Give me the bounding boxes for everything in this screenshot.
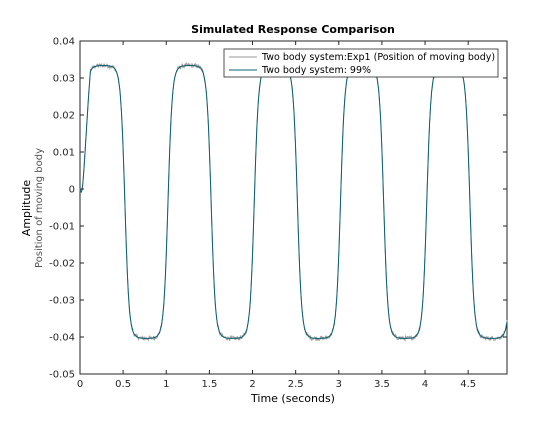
x-tick-label: 0: [77, 379, 83, 390]
y-tick-label: -0.04: [49, 333, 75, 344]
tick-layer: 0 0.5 1 1.5 2 2.5 3 3.5 4 4.50.040.030.020.010-0.…: [49, 37, 507, 390]
y-tick-label: 0.02: [53, 111, 75, 122]
chart-title: Simulated Response Comparison: [191, 23, 395, 36]
y-axis-sublabel: Position of moving body: [34, 148, 45, 268]
y-tick-label: -0.03: [49, 296, 75, 307]
y-tick-label: 0.01: [53, 148, 75, 159]
x-tick-label: 3: [336, 379, 342, 390]
y-tick-label: 0.04: [53, 37, 75, 48]
x-tick-label: 0.5: [115, 379, 131, 390]
legend-label-exp1: Two body system:Exp1 (Position of moving…: [261, 52, 495, 63]
legend: Two body system:Exp1 (Position of moving…: [223, 48, 499, 78]
x-tick-label: 3.5: [374, 379, 390, 390]
plot-area: 0 0.5 1 1.5 2 2.5 3 3.5 4 4.50.040.030.020.010-0.…: [49, 37, 508, 390]
x-tick-label: 2: [249, 379, 255, 390]
y-tick-label: 0.03: [53, 74, 75, 85]
legend-box: [223, 48, 499, 78]
x-tick-label: 2.5: [288, 379, 304, 390]
y-tick-label: -0.02: [49, 259, 75, 270]
axes-box: [79, 40, 508, 375]
y-tick-label: -0.01: [49, 222, 75, 233]
y-tick-label: -0.05: [49, 370, 75, 381]
y-axis-label: Amplitude: [20, 180, 33, 237]
y-tick-label: 0: [69, 185, 75, 196]
legend-label-model: Two body system: 99%: [261, 65, 371, 76]
x-tick-label: 4: [422, 379, 428, 390]
x-axis-label: Time (seconds): [250, 392, 335, 405]
x-tick-label: 4.5: [460, 379, 476, 390]
x-tick-label: 1.5: [201, 379, 217, 390]
x-tick-label: 1: [163, 379, 169, 390]
